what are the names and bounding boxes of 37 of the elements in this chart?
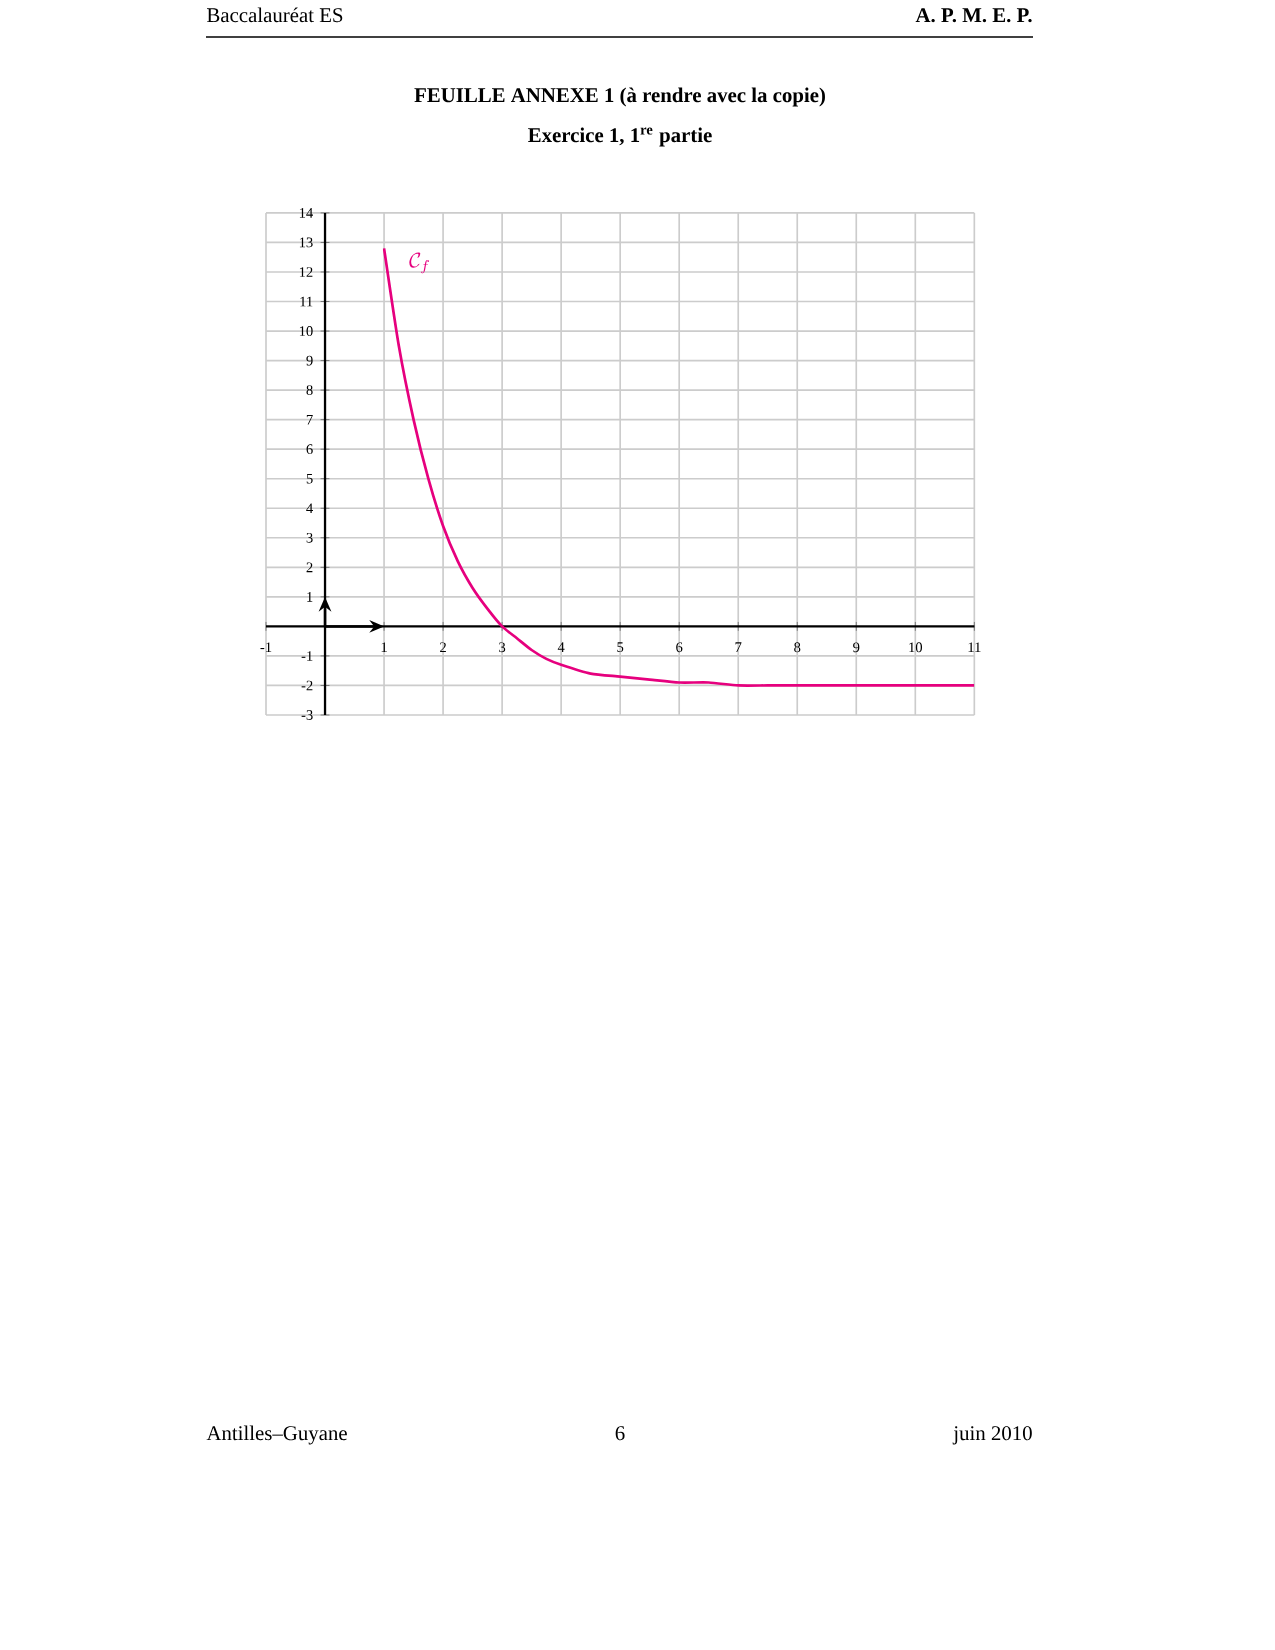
x-tick-label: 1 <box>381 642 387 652</box>
text: Baccalauréat ES <box>207 7 343 23</box>
chart-title: FEUILLE ANNEXE 1 (à rendre avec la copie) <box>414 87 825 107</box>
y-tick-label: 4 <box>306 503 313 514</box>
y-tick-label: 2 <box>306 562 313 573</box>
y-tick-label: -1 <box>301 651 313 661</box>
y-tick-label: 8 <box>306 385 313 396</box>
x-tick-label: -1 <box>260 642 272 652</box>
x-tick-label: 10 <box>909 642 923 653</box>
text: 6 <box>615 1426 625 1441</box>
x-tick-label: 6 <box>676 642 683 653</box>
x-tick-label: 3 <box>499 642 506 653</box>
y-tick-label: 9 <box>306 355 313 366</box>
x-tick-label: 5 <box>617 642 624 653</box>
text: juin 2010 <box>952 1426 1032 1445</box>
x-tick-label: 8 <box>794 642 801 653</box>
y-tick-label: -2 <box>301 680 313 691</box>
y-tick-label: 1 <box>307 592 313 602</box>
x-tick-label: 4 <box>557 642 565 652</box>
y-tick-label: 5 <box>306 473 313 484</box>
chart-subtitle: Exercice 1, 1$^{re}$ partie <box>528 127 712 147</box>
y-tick-label: 3 <box>306 532 313 543</box>
text: A. P. M. E. P. <box>915 8 1032 23</box>
x-tick-label: 9 <box>853 642 860 653</box>
y-tick-label: 14 <box>299 208 313 218</box>
y-tick-label: 10 <box>299 326 313 336</box>
y-tick-label: 12 <box>299 267 313 277</box>
x-tick-label: 11 <box>968 642 981 652</box>
series-label: $\mathcal{C}_f$ <box>409 252 429 274</box>
text: Antilles–Guyane <box>206 1425 347 1445</box>
x-tick-label: 7 <box>735 642 742 652</box>
y-tick-label: 7 <box>306 414 313 425</box>
x-tick-label: 2 <box>440 642 446 653</box>
y-tick-label: 13 <box>299 237 313 248</box>
y-tick-label: 6 <box>306 444 313 455</box>
y-tick-label: 11 <box>300 296 313 307</box>
y-tick-label: -3 <box>301 710 313 720</box>
